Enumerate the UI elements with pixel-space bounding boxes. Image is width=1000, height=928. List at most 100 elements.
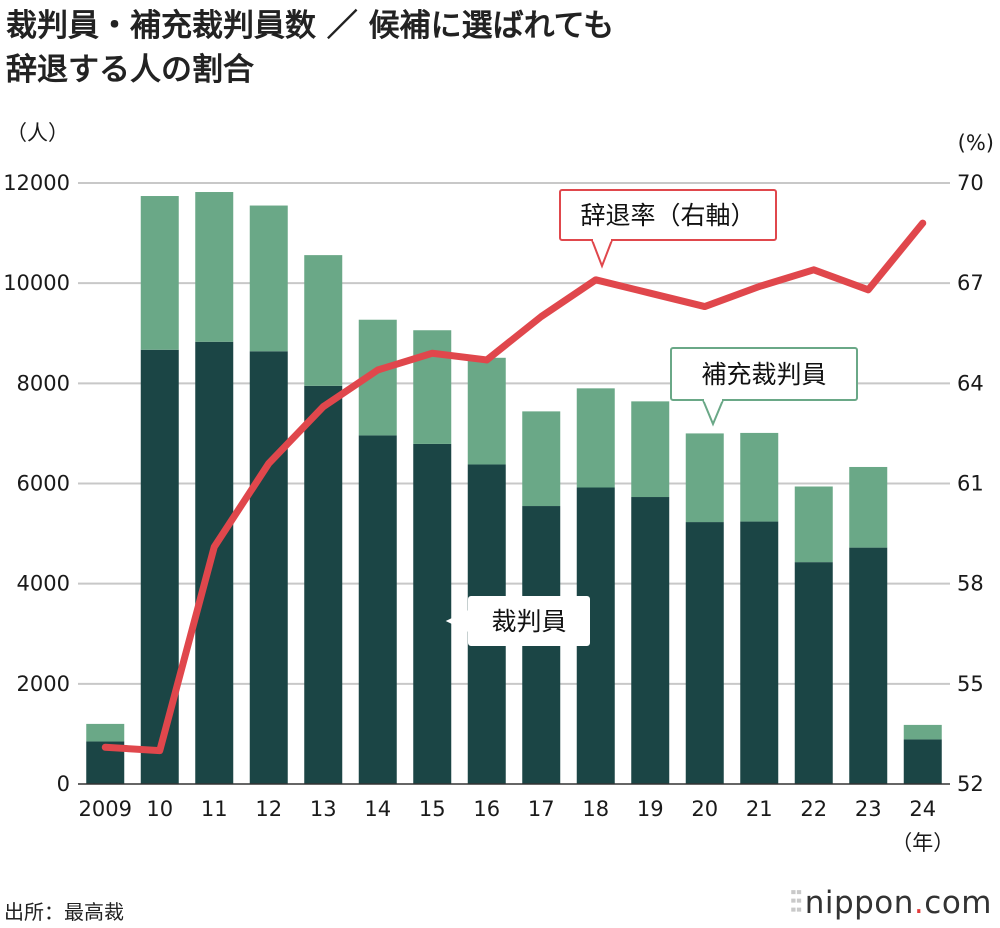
- right-tick-label: 55: [957, 672, 984, 696]
- x-tick-label: 19: [637, 797, 664, 821]
- rate-point: [865, 287, 871, 293]
- rate-line-series: [101, 219, 927, 755]
- bar-judge: [849, 547, 888, 784]
- x-axis-unit: （年）: [891, 831, 954, 855]
- callout-rate-box: [559, 189, 777, 241]
- chart-title-line1: 裁判員・補充裁判員数 ／ 候補に選ばれても: [6, 8, 615, 44]
- bar-judge: [413, 443, 452, 784]
- bar-alternate: [249, 205, 288, 352]
- callout-alternate-box: [670, 347, 858, 401]
- callout-alternate: 補充裁判員: [670, 347, 858, 427]
- brand-suffix: com: [924, 885, 992, 921]
- left-tick-label: 2000: [17, 672, 70, 696]
- x-tick-label: 15: [419, 797, 446, 821]
- bar-judge: [903, 739, 942, 784]
- left-tick-label: 6000: [17, 472, 70, 496]
- x-tick-label: 11: [201, 797, 228, 821]
- brand-mark: ⫶⫶: [789, 885, 802, 921]
- bar-alternate: [140, 196, 179, 350]
- callout-rate: 辞退率（右軸）: [559, 189, 777, 269]
- bar-alternate: [195, 192, 234, 342]
- rate-point: [375, 367, 381, 373]
- bar-alternate: [903, 724, 942, 740]
- bar-alternate: [522, 411, 561, 507]
- bar-judge: [358, 435, 397, 784]
- bar-judge: [304, 385, 343, 784]
- right-tick-label: 67: [957, 271, 984, 295]
- x-tick-label: 10: [146, 797, 173, 821]
- x-tick-label: 17: [528, 797, 555, 821]
- brand-name: nippon: [804, 885, 914, 921]
- left-axis-unit: （人）: [6, 121, 69, 145]
- x-tick-label: 12: [255, 797, 282, 821]
- right-tick-label: 64: [957, 371, 984, 395]
- right-tick-label: 52: [957, 772, 984, 796]
- x-tick-label: 22: [800, 797, 827, 821]
- rate-point: [538, 314, 544, 320]
- callout-rate-label: 辞退率（右軸）: [580, 201, 755, 230]
- bar-alternate: [304, 255, 343, 386]
- bar-alternate: [467, 357, 506, 465]
- bar-alternate: [849, 466, 888, 548]
- callout-judge: 裁判員: [445, 596, 590, 646]
- x-tick-label: 20: [691, 797, 718, 821]
- right-tick-label: 70: [957, 171, 984, 195]
- rate-point: [429, 350, 435, 356]
- rate-point: [211, 544, 217, 550]
- left-tick-label: 0: [57, 772, 70, 796]
- bar-judge: [794, 562, 833, 784]
- left-tick-label: 10000: [3, 271, 70, 295]
- brand-dot: .: [913, 885, 925, 921]
- rate-point: [320, 404, 326, 410]
- left-tick-label: 12000: [3, 171, 70, 195]
- callout-rate-tail: [590, 239, 614, 269]
- rate-point: [811, 267, 817, 273]
- bar-judge: [140, 349, 179, 784]
- left-tick-label: 8000: [17, 371, 70, 395]
- bar-alternate: [740, 432, 779, 522]
- bar-judge: [631, 497, 670, 784]
- right-axis-unit: (%): [958, 131, 994, 155]
- chart-title: 裁判員・補充裁判員数 ／ 候補に選ばれても 辞退する人の割合: [6, 4, 614, 92]
- rate-point: [702, 304, 708, 310]
- bar-series: [86, 192, 942, 784]
- rate-point: [484, 357, 490, 363]
- x-tick-label: 21: [746, 797, 773, 821]
- bar-alternate: [413, 330, 452, 444]
- x-tick-label: 18: [582, 797, 609, 821]
- right-tick-label: 61: [957, 472, 984, 496]
- chart-title-line2: 辞退する人の割合: [6, 52, 254, 88]
- x-tick-label: 13: [310, 797, 337, 821]
- rate-point: [266, 460, 272, 466]
- bar-alternate: [794, 486, 833, 563]
- callout-judge-label: 裁判員: [491, 607, 566, 636]
- bar-judge: [740, 521, 779, 784]
- bar-judge: [195, 341, 234, 784]
- axes: 0 2000 4000 6000 8000 10000 12000 52 55 58 61 64 67 7…: [3, 121, 994, 855]
- bar-alternate: [576, 388, 615, 488]
- callout-alternate-tail: [701, 399, 725, 427]
- x-tick-label: 23: [855, 797, 882, 821]
- brand-logo: ⫶⫶ nippon.com: [789, 885, 992, 922]
- rate-point: [102, 744, 108, 750]
- rate-point: [157, 748, 163, 754]
- bar-alternate: [86, 723, 125, 742]
- bar-alternate: [631, 401, 670, 498]
- rate-point: [593, 277, 599, 283]
- x-tick-label: 24: [909, 797, 936, 821]
- rate-line: [101, 219, 927, 755]
- x-tick-label: 16: [473, 797, 500, 821]
- rate-point: [920, 220, 926, 226]
- left-tick-label: 4000: [17, 572, 70, 596]
- source-note: 出所：最高裁: [4, 900, 124, 924]
- callout-alternate-label: 補充裁判員: [701, 360, 826, 389]
- bar-alternate: [685, 433, 724, 523]
- rate-point: [647, 290, 653, 296]
- right-tick-label: 58: [957, 572, 984, 596]
- x-tick-label: 14: [364, 797, 391, 821]
- bar-judge: [685, 522, 724, 784]
- bar-judge: [249, 351, 288, 784]
- x-tick-label: 2009: [79, 797, 132, 821]
